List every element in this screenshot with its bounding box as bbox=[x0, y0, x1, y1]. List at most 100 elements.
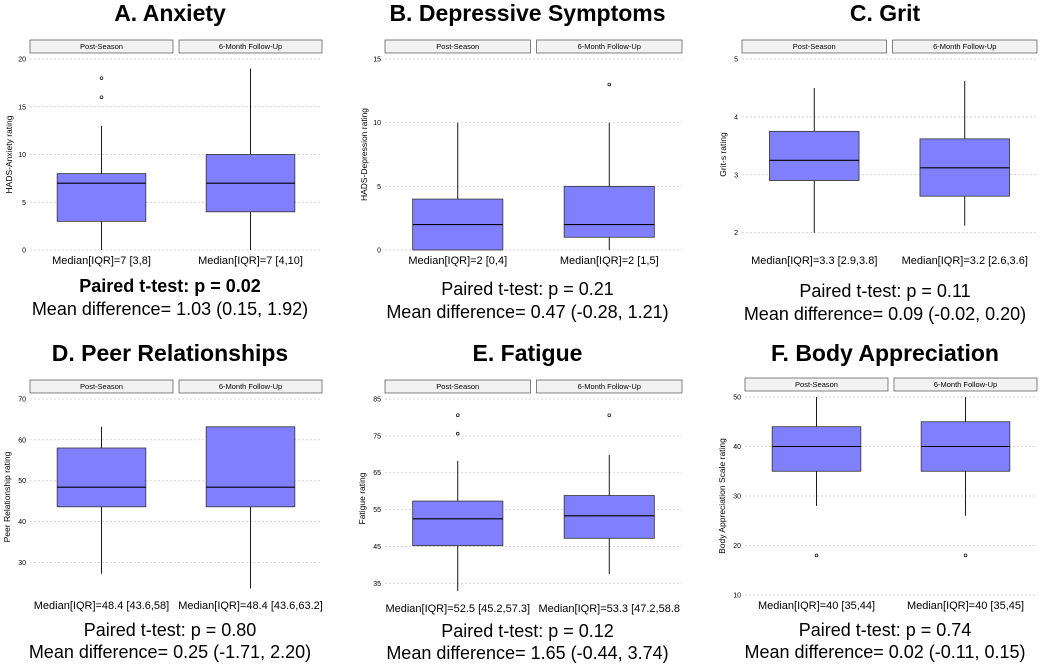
facet-label: 6-Month Follow-Up bbox=[578, 42, 641, 51]
boxplot-chart: 0 5 10 15 HADS-Depression rating Post-Season M… bbox=[359, 39, 683, 267]
y-tick-label: 65 bbox=[373, 470, 381, 477]
panel-grit: C. Grit 2 3 4 5 Grit-s rating Post-Season Medi… bbox=[715, 0, 1055, 330]
y-tick-label: 3 bbox=[734, 172, 738, 179]
median-iqr-label: Median[IQR]=40 [35,45] bbox=[907, 600, 1024, 612]
y-tick-label: 5 bbox=[734, 57, 738, 64]
facet-label: Post-Season bbox=[436, 382, 479, 391]
y-tick-label: 40 bbox=[18, 519, 26, 526]
chart-title: F. Body Appreciation bbox=[771, 340, 999, 366]
facet-label: Post-Season bbox=[795, 380, 838, 389]
mean-difference-text: Mean difference= 0.47 (-0.28, 1.21) bbox=[386, 302, 669, 322]
facet-label: 6-Month Follow-Up bbox=[219, 382, 282, 391]
chart-title: B. Depressive Symptoms bbox=[389, 0, 666, 26]
facet-strip bbox=[741, 39, 887, 54]
y-tick-label: 15 bbox=[18, 104, 26, 111]
y-tick-label: 30 bbox=[733, 494, 741, 501]
paired-test-text: Paired t-test: p = 0.02 bbox=[79, 276, 261, 296]
facet-label: 6-Month Follow-Up bbox=[934, 380, 997, 389]
facet-strip bbox=[29, 379, 174, 394]
outlier-point bbox=[963, 553, 968, 558]
facet-strip bbox=[384, 39, 531, 54]
facet-label: Post-Season bbox=[80, 382, 123, 391]
panel-depressive-symptoms: B. Depressive Symptoms 0 5 10 15 HADS-Depres… bbox=[355, 0, 700, 330]
mean-difference-text: Mean difference= 1.03 (0.15, 1.92) bbox=[31, 299, 309, 319]
outlier-point bbox=[607, 82, 612, 87]
panel-peer-relationships: D. Peer Relationships 30 40 50 60 70 Peer Rel… bbox=[0, 340, 340, 666]
facet-label: Post-Season bbox=[436, 42, 479, 51]
y-tick-label: 50 bbox=[733, 395, 741, 402]
boxplot-chart: 10 20 30 40 50 Body Appreciation Scale rating… bbox=[717, 377, 1038, 612]
facet-label: Post-Season bbox=[80, 42, 123, 51]
chart-title: D. Peer Relationships bbox=[51, 340, 289, 366]
y-tick-label: 0 bbox=[22, 248, 26, 255]
facet-strip bbox=[29, 39, 174, 54]
y-tick-label: 5 bbox=[22, 200, 26, 207]
median-iqr-label: Median[IQR]=2 [0,4] bbox=[408, 255, 507, 267]
y-tick-label: 70 bbox=[18, 397, 26, 404]
median-iqr-label: Median[IQR]=7 [3,8] bbox=[52, 255, 151, 267]
chart-title: C. Grit bbox=[849, 0, 921, 26]
mean-difference-text: Mean difference= 1.65 (-0.44, 3.74) bbox=[386, 643, 669, 663]
paired-test-text: Paired t-test: p = 0.12 bbox=[441, 621, 614, 641]
iqr-box bbox=[56, 447, 147, 508]
y-tick-label: 55 bbox=[373, 507, 381, 514]
median-iqr-label: Median[IQR]=52.5 [45.2,57.3] bbox=[385, 603, 530, 615]
y-tick-label: 10 bbox=[373, 120, 381, 127]
median-iqr-label: Median[IQR]=48.4 [43.6,58] bbox=[34, 600, 169, 612]
iqr-box bbox=[205, 426, 296, 508]
y-axis-label: Grit-s rating bbox=[718, 132, 728, 177]
y-tick-label: 20 bbox=[18, 57, 26, 64]
y-axis-label: Peer Relationship rating bbox=[2, 451, 12, 542]
boxplot-chart: 30 40 50 60 70 Peer Relationship rating Post-S… bbox=[2, 379, 323, 612]
median-iqr-label: Median[IQR]=3.2 [2.6,3.6] bbox=[902, 255, 1028, 267]
facet-label: 6-Month Follow-Up bbox=[219, 42, 282, 51]
y-tick-label: 10 bbox=[733, 593, 741, 600]
facet-strip bbox=[744, 377, 889, 392]
y-tick-label: 15 bbox=[373, 57, 381, 64]
facet-strip bbox=[892, 39, 1038, 54]
median-iqr-label: Median[IQR]=2 [1,5] bbox=[560, 255, 659, 267]
facet-strip bbox=[536, 379, 683, 394]
mean-difference-text: Mean difference= 0.02 (-0.11, 0.15) bbox=[744, 642, 1026, 662]
iqr-box bbox=[563, 185, 655, 238]
y-tick-label: 5 bbox=[377, 184, 381, 191]
y-axis-label: Body Appreciation Scale rating bbox=[717, 438, 727, 554]
y-tick-label: 75 bbox=[373, 433, 381, 440]
iqr-box bbox=[771, 426, 862, 472]
y-tick-label: 10 bbox=[18, 152, 26, 159]
y-tick-label: 60 bbox=[18, 437, 26, 444]
mean-difference-text: Mean difference= 0.25 (-1.71, 2.20) bbox=[28, 642, 312, 662]
panel-anxiety: A. Anxiety 0 5 10 15 20 HADS-Anxiety rating Po… bbox=[0, 0, 340, 330]
y-tick-label: 35 bbox=[373, 581, 381, 588]
panel-fatigue: E. Fatigue 35 45 55 65 75 85 Fatigue rating Pos… bbox=[355, 340, 700, 666]
y-tick-label: 20 bbox=[733, 543, 741, 550]
y-tick-label: 30 bbox=[18, 560, 26, 567]
outlier-point bbox=[814, 553, 819, 558]
facet-label: 6-Month Follow-Up bbox=[578, 382, 641, 391]
y-tick-label: 40 bbox=[733, 444, 741, 451]
iqr-box bbox=[56, 173, 147, 222]
facet-strip bbox=[536, 39, 683, 54]
iqr-box bbox=[563, 495, 655, 539]
y-tick-label: 0 bbox=[377, 248, 381, 255]
chart-title: A. Anxiety bbox=[114, 0, 226, 26]
y-tick-label: 45 bbox=[373, 544, 381, 551]
mean-difference-text: Mean difference= 0.09 (-0.02, 0.20) bbox=[743, 304, 1027, 324]
outlier-point bbox=[455, 431, 460, 436]
median-iqr-label: Median[IQR]=3.3 [2.9,3.8] bbox=[751, 255, 877, 267]
paired-test-text: Paired t-test: p = 0.21 bbox=[441, 279, 614, 299]
y-tick-label: 4 bbox=[734, 114, 738, 121]
facet-strip bbox=[893, 377, 1038, 392]
y-tick-label: 2 bbox=[734, 230, 738, 237]
iqr-box bbox=[769, 130, 860, 181]
y-axis-label: HADS-Depression rating bbox=[359, 108, 369, 201]
paired-test-text: Paired t-test: p = 0.80 bbox=[83, 620, 257, 640]
boxplot-chart: 0 5 10 15 20 HADS-Anxiety rating Post-Season Me… bbox=[4, 39, 323, 267]
median-iqr-label: Median[IQR]=7 [4,10] bbox=[198, 255, 303, 267]
paired-test-text: Paired t-test: p = 0.11 bbox=[799, 281, 971, 301]
outlier-point bbox=[607, 413, 612, 417]
chart-title: E. Fatigue bbox=[472, 340, 583, 366]
boxplot-chart: 35 45 55 65 75 85 Fatigue rating Post-Season Med… bbox=[357, 379, 683, 615]
y-tick-label: 85 bbox=[373, 397, 381, 404]
y-axis-label: HADS-Anxiety rating bbox=[4, 115, 14, 193]
